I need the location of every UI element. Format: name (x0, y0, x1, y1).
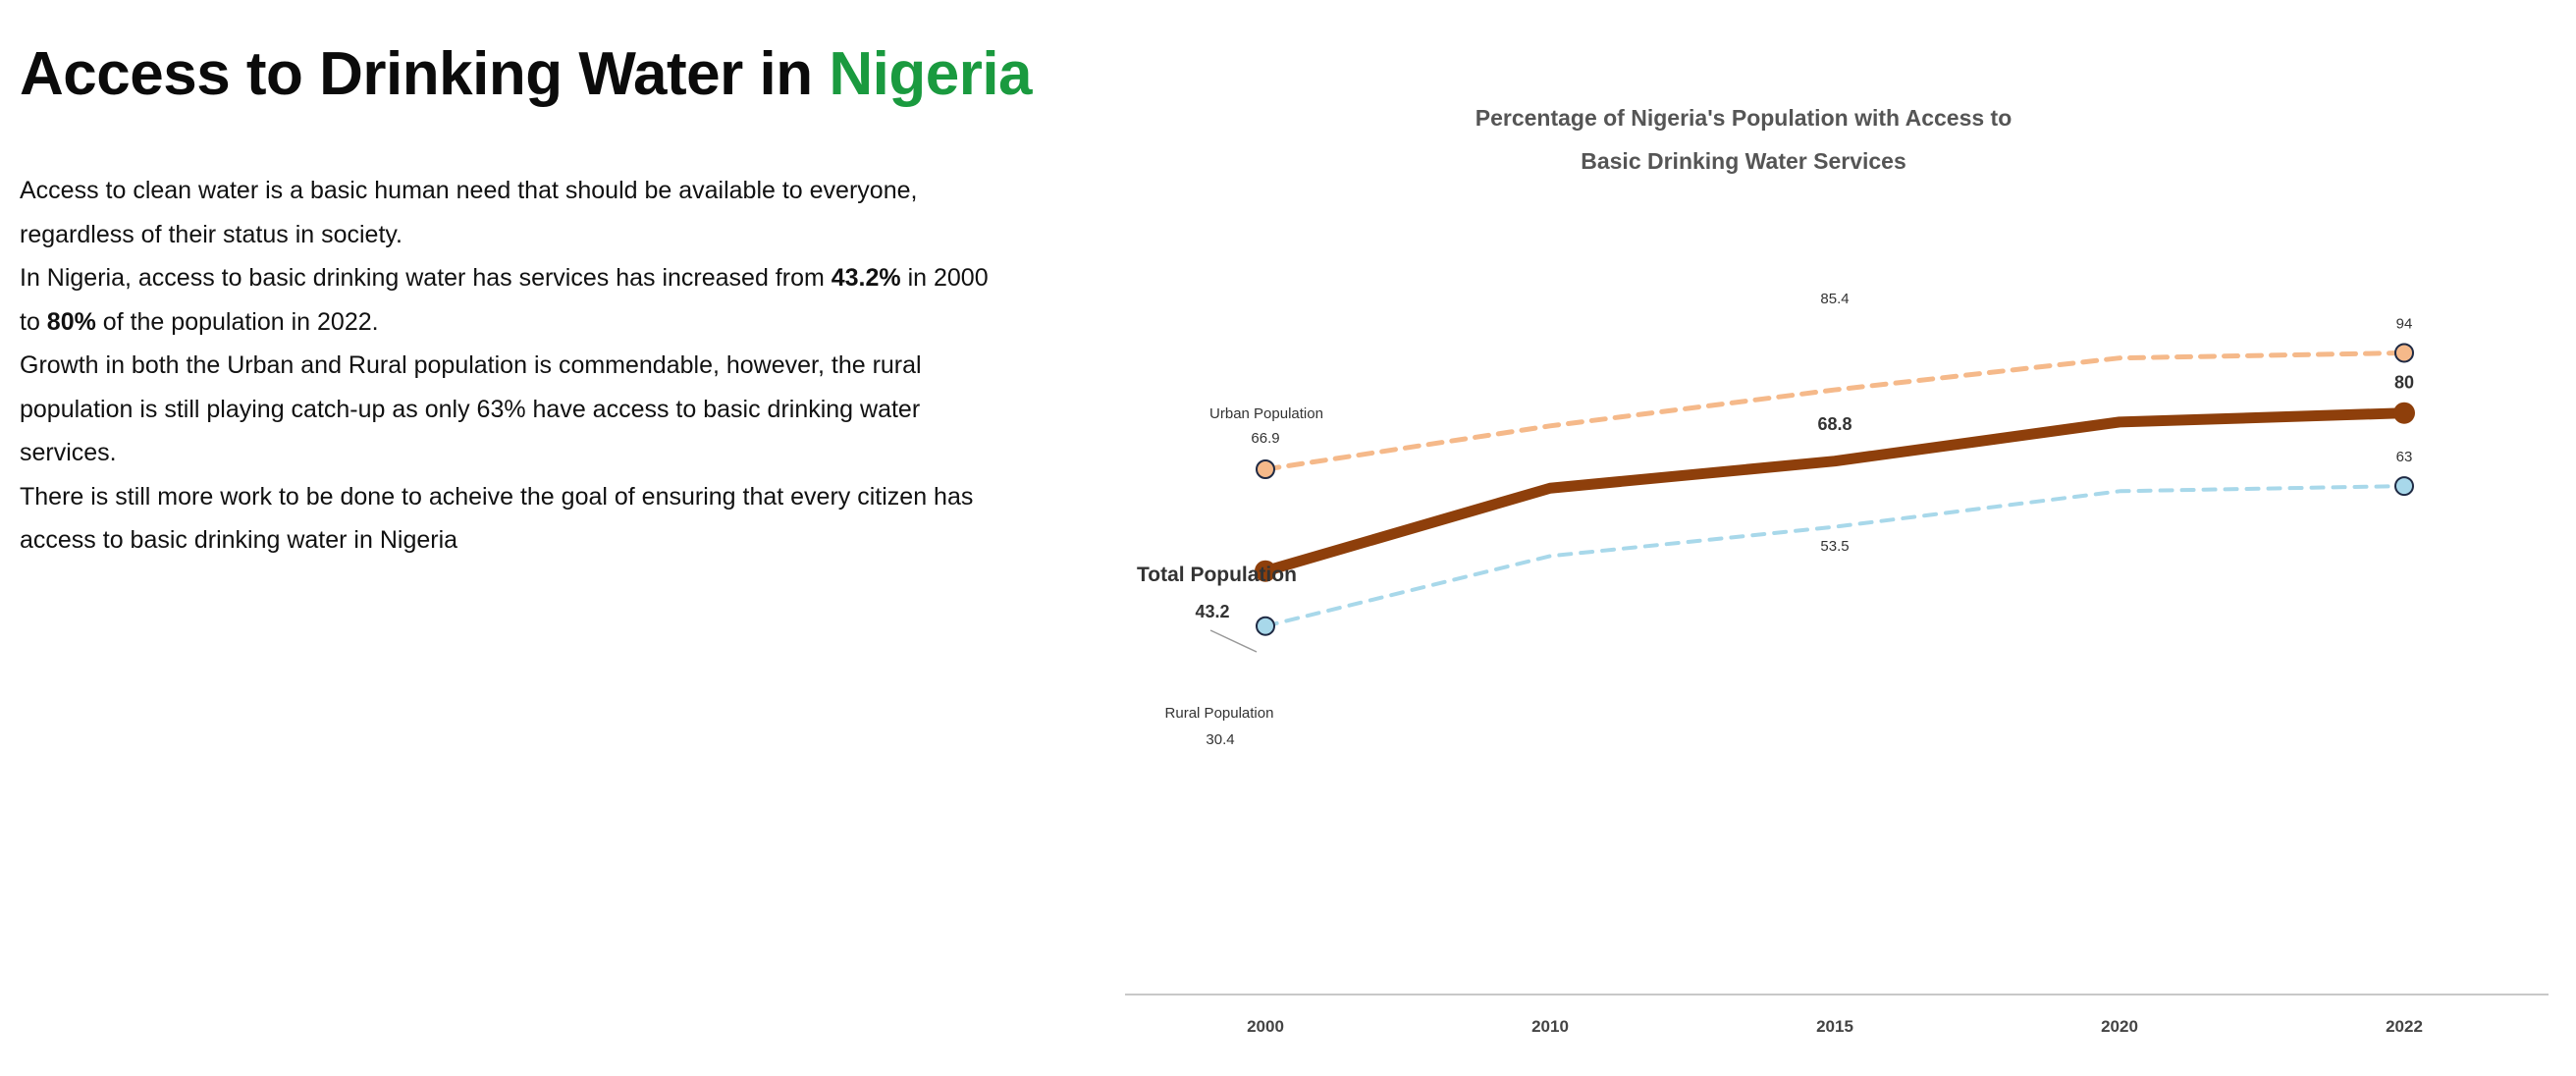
data-point (2394, 476, 2414, 497)
paragraph-2-text: of the population in 2022. (95, 307, 379, 336)
stat-2000: 43.2% (831, 264, 901, 292)
paragraph-3: Growth in both the Urban and Rural popul… (20, 351, 922, 466)
data-point (1255, 560, 1276, 582)
paragraph-2-text: In Nigeria, access to basic drinking wat… (20, 264, 832, 292)
x-tick-label: 2015 (1816, 1017, 1853, 1036)
data-point (1256, 616, 1275, 636)
title-prefix: Access to Drinking Water in (20, 40, 830, 108)
data-label: 43.2 (1195, 602, 1229, 621)
series-label-total: Total Population (1137, 564, 1297, 586)
page-title: Access to Drinking Water in Nigeria (20, 35, 1033, 114)
data-label: 63 (2396, 449, 2413, 465)
series-label-urban: Urban Population (1209, 405, 1323, 422)
series-line (1263, 484, 2406, 628)
data-label: 53.5 (1820, 538, 1849, 555)
data-point (1256, 459, 1275, 479)
x-tick-label: 2010 (1531, 1017, 1569, 1036)
leader-line (1209, 629, 1258, 653)
series-label-rural: Rural Population (1165, 705, 1274, 722)
paragraph-1: Access to clean water is a basic human n… (20, 177, 918, 248)
data-label: 94 (2396, 315, 2413, 332)
title-highlight: Nigeria (829, 40, 1033, 108)
series-line (1262, 350, 2407, 472)
paragraph-2-text: in 2000 to (20, 264, 989, 336)
data-label: 68.8 (1817, 414, 1852, 434)
x-tick-label: 2022 (2386, 1017, 2423, 1036)
paragraph-4: There is still more work to be done to a… (20, 482, 974, 555)
data-label: 66.9 (1251, 430, 1279, 447)
data-point (2393, 402, 2415, 424)
data-point (2394, 343, 2414, 363)
data-label: 80 (2394, 373, 2414, 393)
data-label: 30.4 (1206, 731, 1234, 748)
chart-title: Percentage of Nigeria's Population with … (1476, 105, 2012, 131)
stat-2022: 80% (46, 307, 96, 336)
description-text: Access to clean water is a basic human n… (20, 169, 992, 563)
x-tick-label: 2020 (2101, 1017, 2138, 1036)
paragraph-2: In Nigeria, access to basic drinking wat… (20, 256, 992, 344)
x-tick-label: 2000 (1247, 1017, 1284, 1036)
chart-title: Basic Drinking Water Services (1581, 148, 1906, 174)
series-line (1260, 407, 2410, 577)
data-label: 85.4 (1820, 291, 1849, 307)
